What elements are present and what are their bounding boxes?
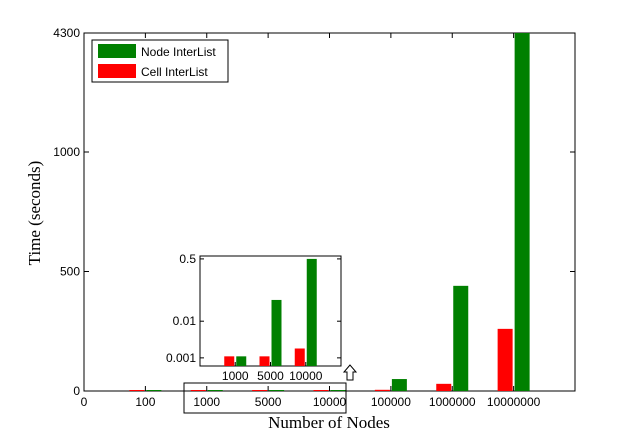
inset-bar-cell-interlist <box>259 356 270 366</box>
bar-node-interlist <box>146 390 162 391</box>
inset-x-tick-label: 1000 <box>222 369 249 383</box>
bar-node-interlist <box>514 33 530 391</box>
inset-y-tick-label: 0.5 <box>179 252 196 266</box>
bar-cell-interlist <box>436 383 452 391</box>
inset-bar-cell-interlist <box>224 356 235 366</box>
bar-cell-interlist <box>129 390 145 391</box>
bar-cell-interlist <box>252 390 268 391</box>
bar-cell-interlist <box>190 390 206 391</box>
x-tick-label: 10000000 <box>487 395 541 409</box>
inset-x-tick-label: 5000 <box>257 369 284 383</box>
x-tick-label: 1000 <box>193 395 220 409</box>
x-tick-label: 10000 <box>313 395 347 409</box>
zoom-arrow-icon <box>342 364 358 381</box>
bar-node-interlist <box>391 379 407 391</box>
x-tick-label: 0 <box>81 395 88 409</box>
legend-swatch-cell <box>98 64 136 78</box>
bar-cell-interlist <box>497 328 513 391</box>
inset-y-tick-label: 0.001 <box>166 351 196 365</box>
inset-x-tick-label: 10000 <box>289 369 323 383</box>
x-axis-title: Number of Nodes <box>268 413 390 432</box>
y-tick-label: 1000 <box>53 145 80 159</box>
y-axis-title: Time (seconds) <box>25 161 44 266</box>
bar-cell-interlist <box>313 390 329 391</box>
legend-swatch-node <box>98 44 136 58</box>
zoom-highlight-box <box>183 382 347 414</box>
bar-node-interlist <box>330 390 346 391</box>
inset-bar-node-interlist <box>236 356 247 366</box>
inset-bar-node-interlist <box>271 299 282 366</box>
y-tick-label: 500 <box>60 265 80 279</box>
x-tick-label: 5000 <box>255 395 282 409</box>
legend: Node InterList Cell InterList <box>91 39 229 83</box>
y-tick-label: 0 <box>73 384 80 398</box>
x-tick-label: 100000 <box>371 395 411 409</box>
inset-bar-cell-interlist <box>294 348 305 366</box>
bar-cell-interlist <box>374 389 390 391</box>
legend-label-node: Node InterList <box>141 45 216 59</box>
x-tick-label: 1000000 <box>429 395 476 409</box>
legend-label-cell: Cell InterList <box>141 65 208 79</box>
inset-chart: 0.001 0.01 0.5 1000 5000 10000 <box>166 252 342 383</box>
bar-node-interlist <box>453 285 469 391</box>
x-tick-label: 100 <box>135 395 155 409</box>
inset-y-tick-label: 0.01 <box>173 314 197 328</box>
bar-node-interlist <box>207 390 223 391</box>
bar-node-interlist <box>269 390 285 391</box>
y-tick-label: 4300 <box>53 26 80 40</box>
inset-bar-node-interlist <box>306 258 317 366</box>
inset-plot-area <box>199 255 342 367</box>
